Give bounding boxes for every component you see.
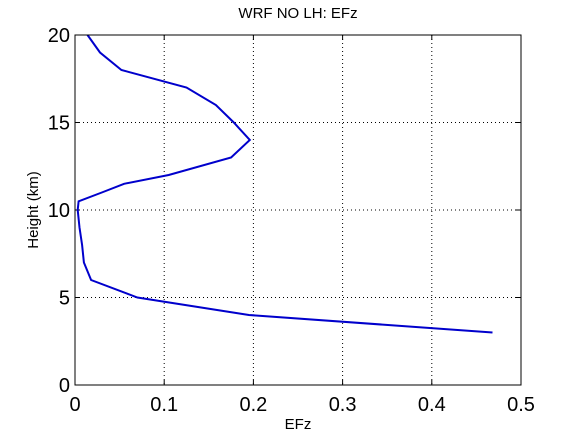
x-axis-label: EFz [285,416,312,432]
y-tick-label: 15 [48,113,70,135]
x-tick-label: 0 [69,394,80,416]
x-tick-label: 0.3 [329,394,357,416]
y-tick-labels: 0 5 10 15 20 [48,25,70,397]
x-tick-labels: 0 0.1 0.2 0.3 0.4 0.5 [69,394,534,416]
chart-title: WRF NO LH: EFz [238,5,357,22]
y-tick-label: 20 [48,25,70,47]
y-tick-label: 5 [59,288,70,310]
plot-background [75,35,521,385]
x-tick-label: 0.1 [150,394,178,416]
y-tick-label: 10 [48,200,70,222]
x-tick-label: 0.5 [507,394,535,416]
x-tick-label: 0.2 [239,394,267,416]
y-tick-label: 0 [59,375,70,397]
x-tick-label: 0.4 [418,394,446,416]
y-axis-label: Height (km) [25,171,42,249]
